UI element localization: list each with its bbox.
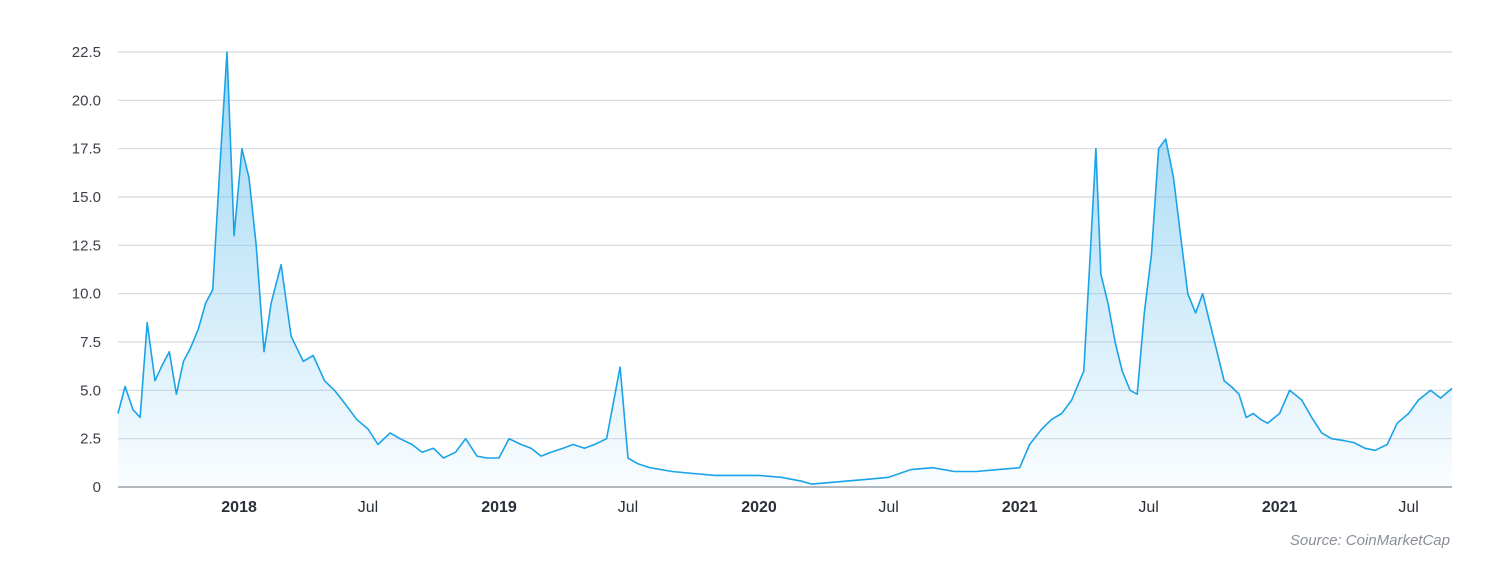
y-tick-label: 22.5 — [72, 44, 101, 61]
y-tick-label: 0 — [93, 479, 101, 496]
y-tick-label: 5.0 — [80, 382, 101, 399]
x-tick-label: Jul — [618, 499, 638, 516]
x-tick-label: 2018 — [221, 499, 257, 516]
y-axis-ticks: 0 2.5 5.0 7.5 10.0 12.5 15.0 17.5 20.0 22.5 — [72, 44, 101, 496]
x-tick-label: Jul — [358, 499, 378, 516]
area-layer — [117, 51, 1453, 487]
y-tick-label: 12.5 — [72, 237, 101, 254]
x-axis-ticks: 2018 Jul 2019 Jul 2020 Jul 2021 Jul 2021 Jul — [221, 499, 1418, 516]
series-area-fill — [118, 52, 1452, 487]
x-tick-label: 2019 — [481, 499, 517, 516]
y-tick-label: 2.5 — [80, 431, 101, 448]
x-tick-label: Jul — [1398, 499, 1418, 516]
x-tick-label: Jul — [878, 499, 898, 516]
y-tick-label: 20.0 — [72, 92, 101, 109]
y-tick-label: 15.0 — [72, 189, 101, 206]
y-tick-label: 7.5 — [80, 334, 101, 351]
x-tick-label: 2020 — [741, 499, 777, 516]
source-caption: Source: CoinMarketCap — [1290, 532, 1450, 549]
y-tick-label: 17.5 — [72, 141, 101, 158]
x-tick-label: 2021 — [1002, 499, 1038, 516]
series-line — [117, 51, 1453, 485]
x-tick-label: Jul — [1138, 499, 1158, 516]
x-tick-label: 2021 — [1262, 499, 1298, 516]
y-tick-label: 10.0 — [72, 286, 101, 303]
